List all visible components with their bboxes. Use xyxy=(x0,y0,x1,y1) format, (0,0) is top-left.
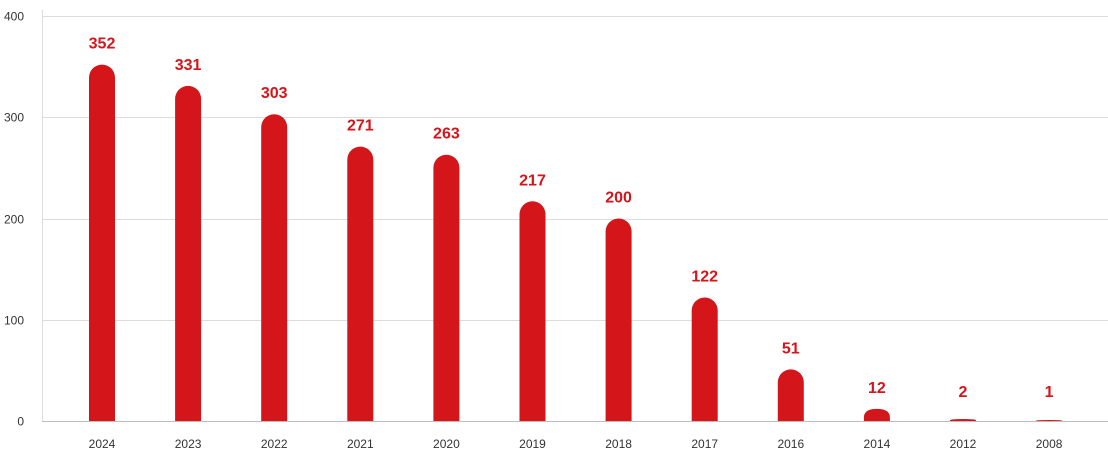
x-axis-ticks: 2024 2023 2022 2021 2020 2019 2018 2017 2016 2014… xyxy=(89,437,1063,451)
bar-2014 xyxy=(863,408,890,421)
x-tick-label: 2014 xyxy=(864,437,891,451)
data-label-2012: 2 xyxy=(959,384,968,401)
data-label-2023: 331 xyxy=(175,57,202,74)
bar-2024 xyxy=(89,64,116,421)
y-tick-label: 100 xyxy=(4,314,24,328)
y-tick-label: 400 xyxy=(4,10,24,24)
x-tick-label: 2017 xyxy=(691,437,718,451)
bar-2021 xyxy=(347,146,374,421)
bar-2012 xyxy=(950,418,976,421)
y-tick-label: 200 xyxy=(4,213,24,227)
bar-2019 xyxy=(519,201,546,421)
gridlines xyxy=(42,10,1108,422)
x-tick-label: 2019 xyxy=(519,437,546,451)
x-tick-label: 2016 xyxy=(777,437,804,451)
x-tick-label: 2008 xyxy=(1036,437,1063,451)
data-label-2024: 352 xyxy=(89,36,116,53)
y-tick-label: 0 xyxy=(17,415,24,429)
data-label-2016: 51 xyxy=(782,340,800,357)
bar-2023 xyxy=(175,85,202,421)
y-axis-ticks: 0 100 200 300 400 xyxy=(4,10,24,429)
x-tick-label: 2012 xyxy=(950,437,977,451)
data-label-2019: 217 xyxy=(519,172,546,189)
bar-2022 xyxy=(261,114,288,421)
x-tick-label: 2023 xyxy=(175,437,202,451)
data-label-2021: 271 xyxy=(347,118,374,135)
x-tick-label: 2018 xyxy=(605,437,632,451)
x-tick-label: 2020 xyxy=(433,437,460,451)
y-tick-label: 300 xyxy=(4,111,24,125)
data-label-2020: 263 xyxy=(433,126,460,143)
x-tick-label: 2024 xyxy=(89,437,116,451)
data-label-2014: 12 xyxy=(868,380,886,397)
bar-2018 xyxy=(605,218,632,421)
x-tick-label: 2022 xyxy=(261,437,288,451)
bar-2020 xyxy=(433,154,460,421)
bar-2008 xyxy=(1036,419,1063,421)
data-label-2008: 1 xyxy=(1045,384,1054,401)
bar-2017 xyxy=(691,297,718,421)
bar-2016 xyxy=(777,369,804,421)
data-label-2022: 303 xyxy=(261,85,288,102)
x-tick-label: 2021 xyxy=(347,437,374,451)
bars xyxy=(89,64,1063,421)
data-label-2018: 200 xyxy=(605,190,632,207)
data-label-2017: 122 xyxy=(691,268,718,285)
